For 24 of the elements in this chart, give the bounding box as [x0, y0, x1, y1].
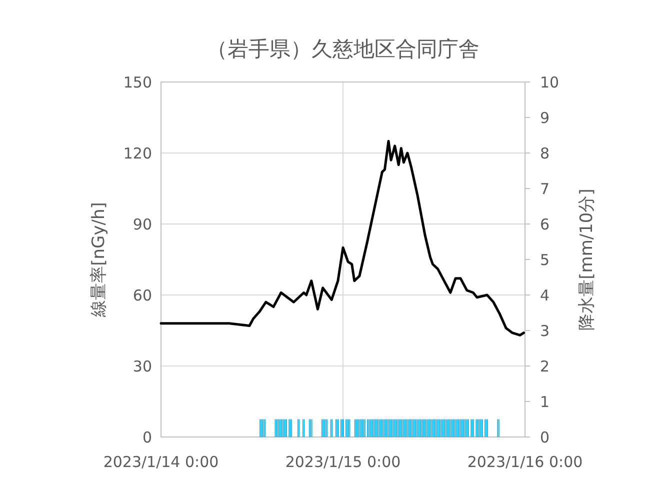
- y2-axis-title: 降水量[mm/10分]: [577, 188, 597, 330]
- x-tick-label: 2023/1/15 0:00: [285, 453, 401, 471]
- y-tick-label: 30: [132, 357, 152, 376]
- y2-tick-label: 0: [540, 428, 550, 446]
- y2-tick-label: 3: [540, 322, 550, 340]
- y2-tick-label: 5: [540, 250, 550, 269]
- y2-tick-label: 2: [540, 357, 550, 376]
- y2-tick-label: 1: [540, 392, 550, 411]
- y2-tick-label: 4: [540, 286, 550, 304]
- x-tick-label: 2023/1/14 0:00: [103, 453, 219, 471]
- y-tick-label: 150: [123, 73, 152, 92]
- y2-tick-label: 6: [540, 215, 550, 234]
- y2-tick-label: 8: [540, 144, 550, 162]
- y-axis-title: 線量率[nGy/h]: [89, 202, 109, 318]
- x-tick-label: 2023/1/16 0:00: [467, 453, 583, 471]
- y-tick-label: 90: [132, 215, 152, 234]
- y2-tick-label: 7: [540, 180, 550, 198]
- y2-tick-label: 9: [540, 108, 550, 127]
- y-tick-label: 120: [123, 144, 152, 162]
- line-series: [160, 140, 525, 336]
- y-tick-label: 60: [132, 286, 152, 304]
- y-tick-label: 0: [142, 428, 152, 446]
- chart-title: （岩手県）久慈地区合同庁舎: [206, 37, 480, 61]
- y2-tick-label: 10: [540, 73, 560, 92]
